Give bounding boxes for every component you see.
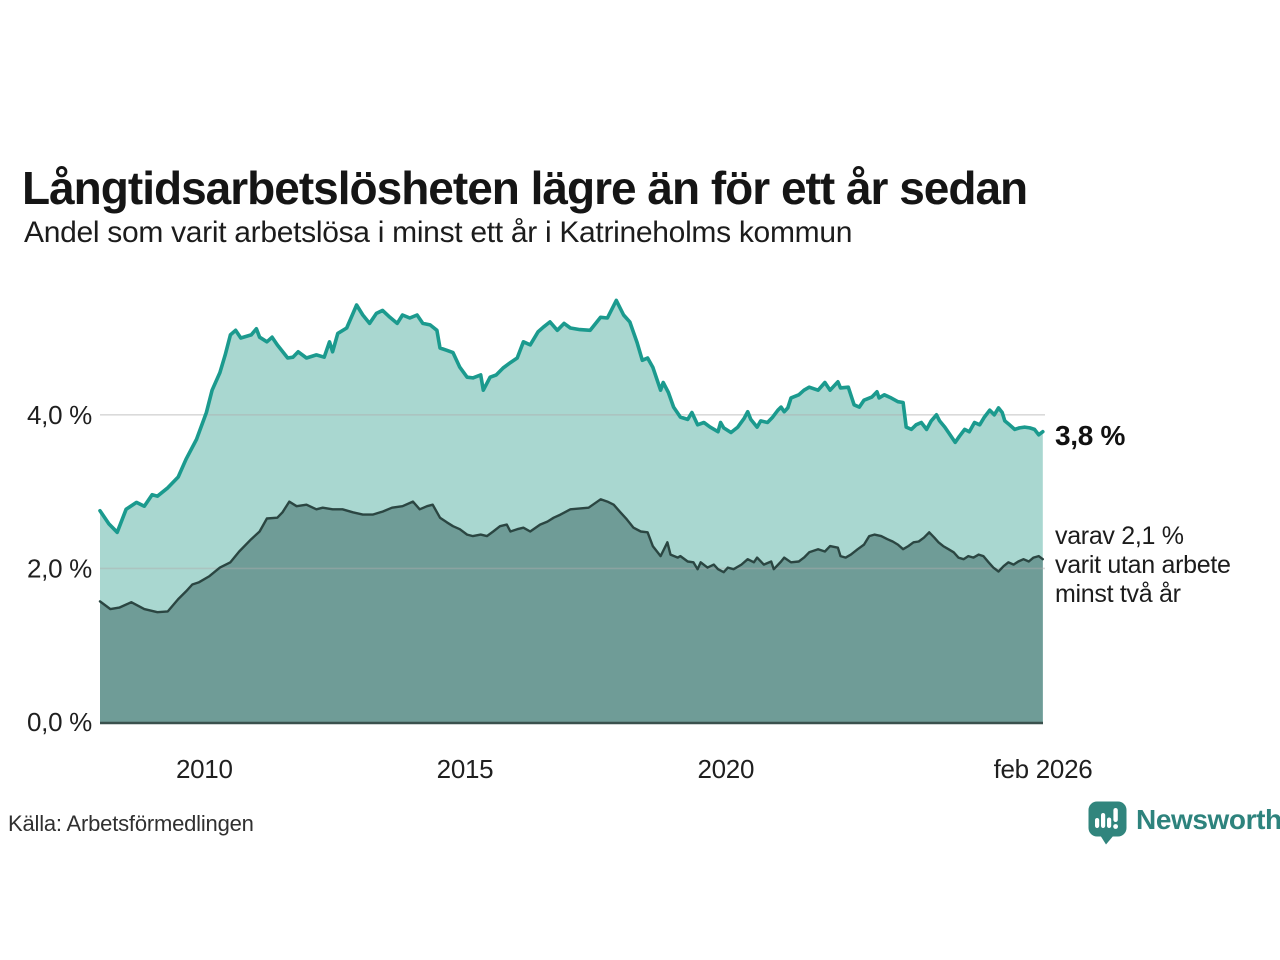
x-tick-label: 2020 (697, 754, 754, 784)
newsworthy-bubble-chart-icon (1088, 801, 1127, 845)
end-label-secondary: varav 2,1 % varit utan arbete minst två … (1055, 522, 1231, 609)
x-tick-label: feb 2026 (994, 754, 1093, 784)
y-tick-label: 0,0 % (27, 707, 92, 737)
x-tick-label: 2015 (437, 754, 494, 784)
source-credit: Källa: Arbetsförmedlingen (8, 811, 254, 836)
newsworthy-logo: Newsworthy (1088, 801, 1280, 845)
y-tick-label: 4,0 % (27, 400, 92, 430)
chart-subtitle: Andel som varit arbetslösa i minst ett å… (24, 216, 853, 249)
end-label-secondary-line1: varav 2,1 % (1055, 522, 1184, 550)
x-tick-label: 2010 (176, 754, 233, 784)
end-label-secondary-line3: minst två år (1055, 580, 1181, 608)
y-tick-label: 2,0 % (27, 553, 92, 583)
newsworthy-wordmark: Newsworthy (1136, 804, 1280, 835)
end-label-secondary-line2: varit utan arbete (1055, 551, 1231, 579)
end-label-total: 3,8 % (1055, 420, 1126, 451)
page-title: Långtidsarbetslösheten lägre än för ett … (22, 161, 1028, 214)
series-line-minst-ett-ar (98, 298, 1045, 535)
series-line-minst-tva-ar (98, 498, 1044, 614)
